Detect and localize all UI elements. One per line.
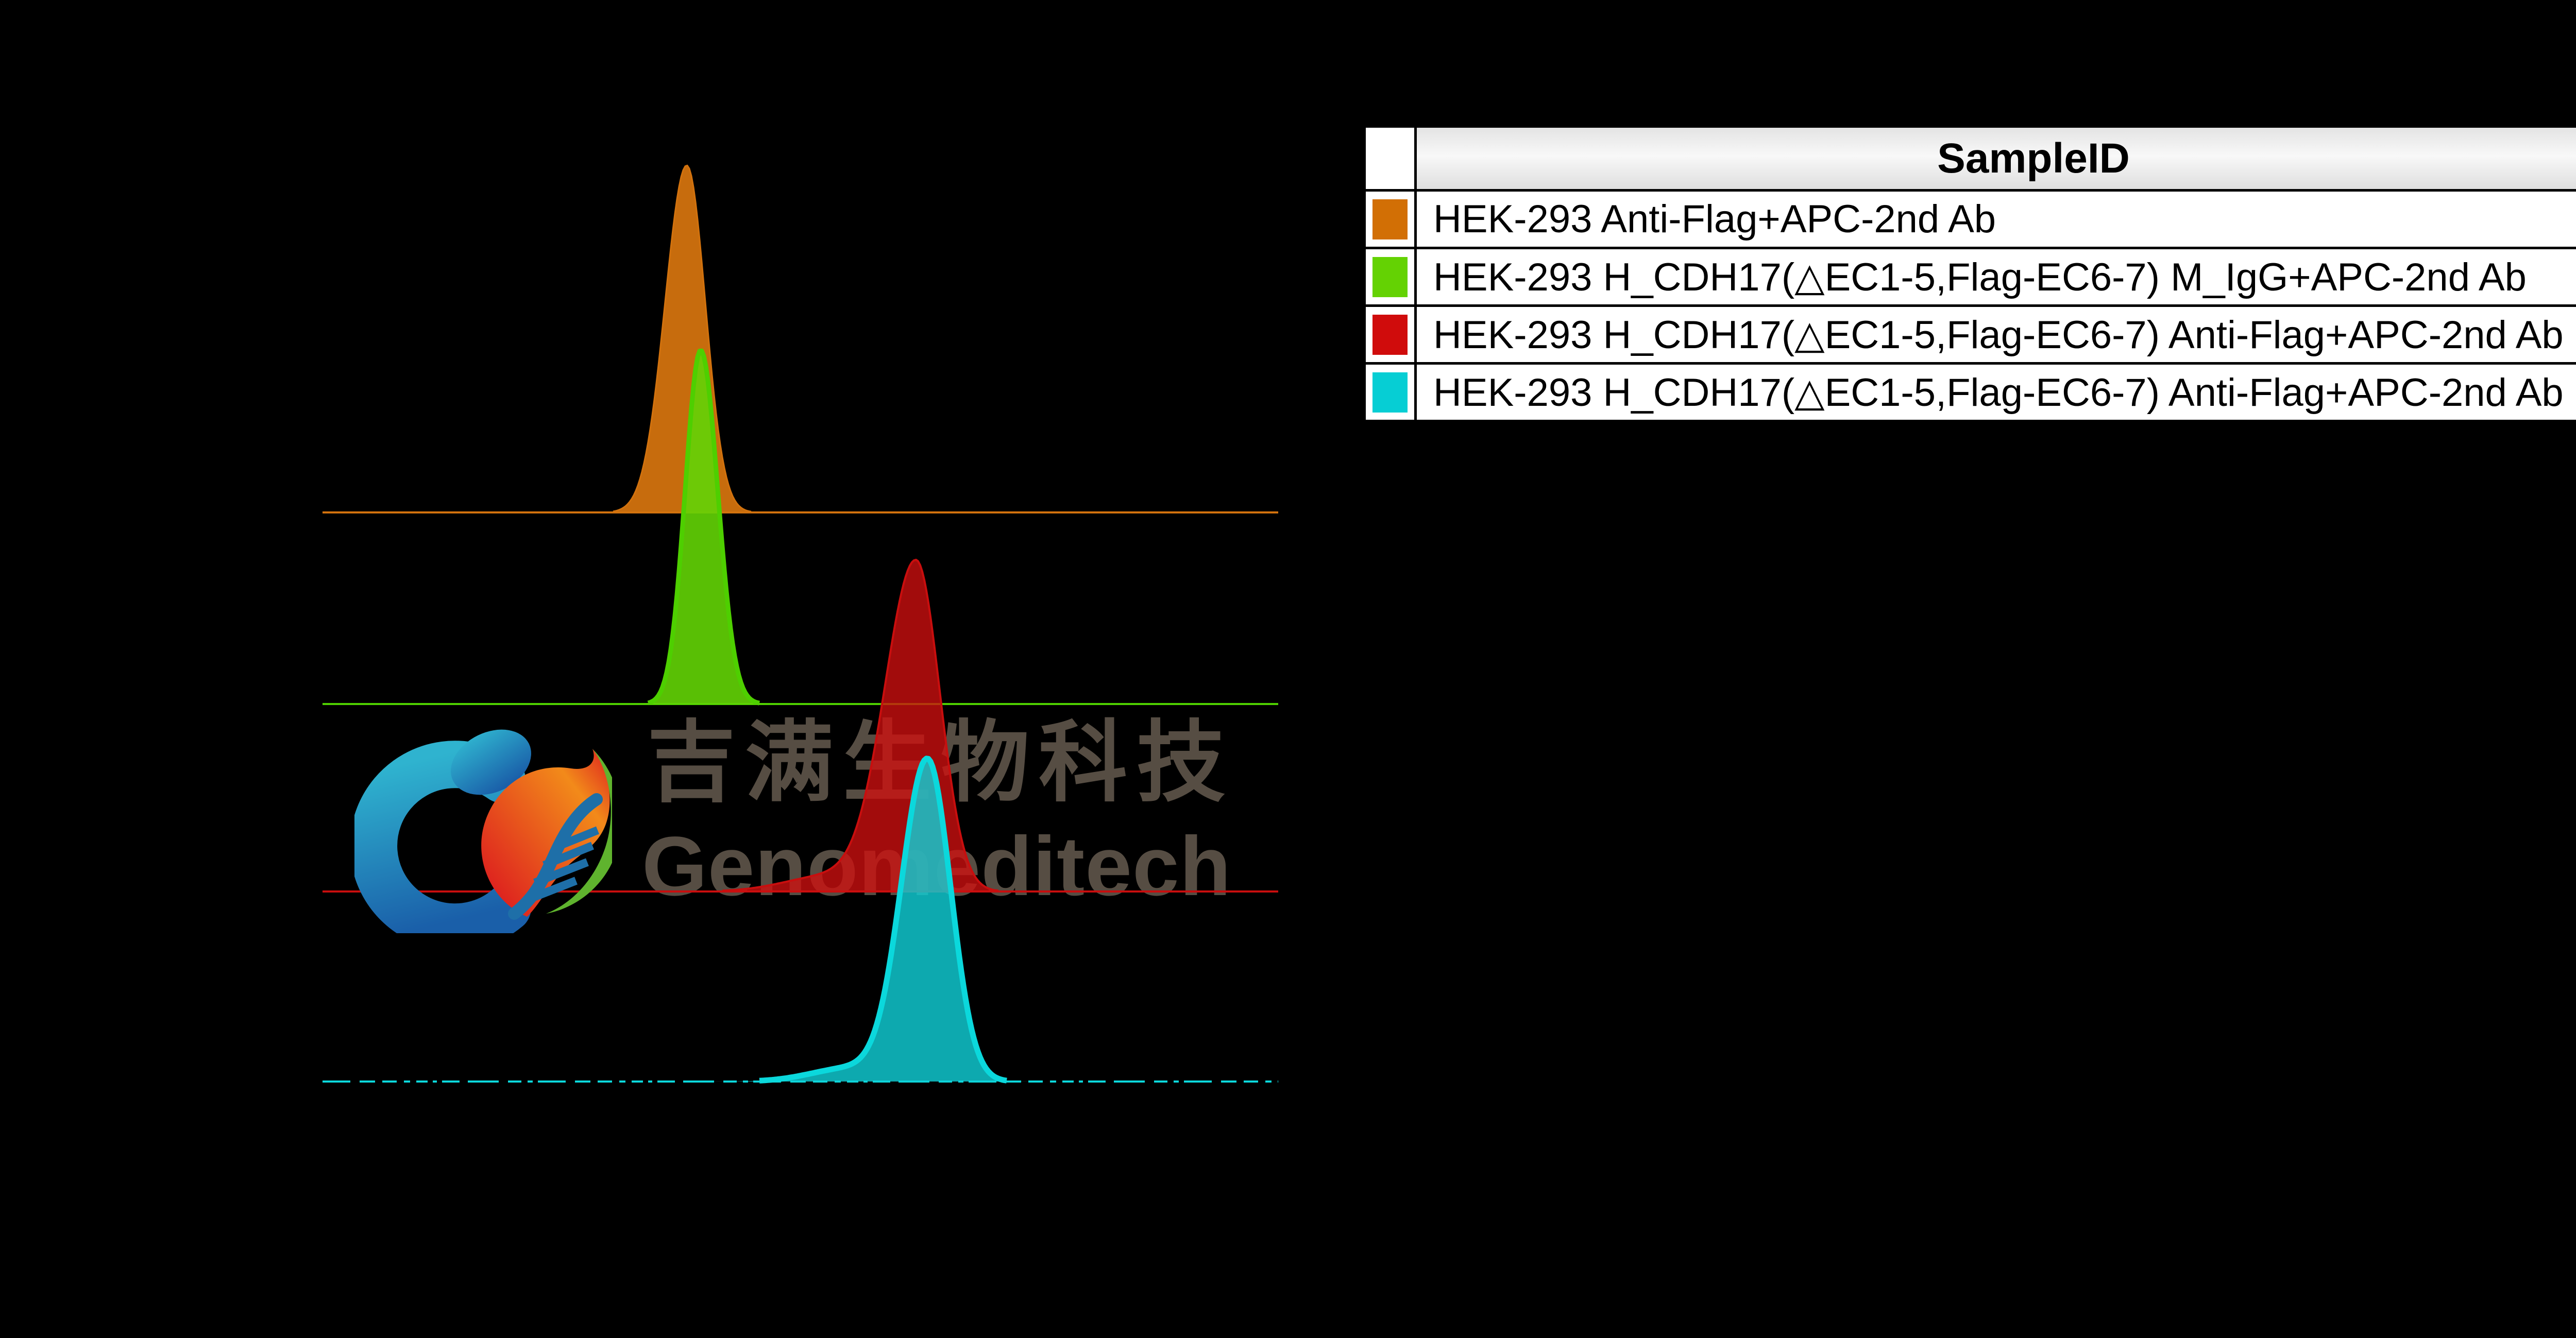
sample-color-cell: [1363, 247, 1417, 307]
legend-header-row: SampleID Geometric Mean : FL11-H: [1363, 125, 2576, 192]
table-row[interactable]: HEK-293 H_CDH17(△EC1-5,Flag-EC6-7) M_IgG…: [1363, 247, 2576, 307]
sample-color-swatch: [1372, 372, 1408, 413]
logo-green-leaf: [546, 749, 612, 914]
sample-id-cell: HEK-293 Anti-Flag+APC-2nd Ab: [1414, 189, 2576, 249]
sample-color-cell: [1363, 362, 1417, 422]
logo-flame: [481, 749, 610, 917]
sample-color-swatch: [1372, 256, 1408, 297]
legend-table: SampleID Geometric Mean : FL11-H HEK-293…: [1363, 125, 2576, 422]
table-row[interactable]: HEK-293 Anti-Flag+APC-2nd Ab 1229: [1363, 189, 2576, 249]
sample-id-cell: HEK-293 H_CDH17(△EC1-5,Flag-EC6-7) M_IgG…: [1414, 247, 2576, 307]
sample-id-cell: HEK-293 H_CDH17(△EC1-5,Flag-EC6-7) Anti-…: [1414, 304, 2576, 365]
sample-color-swatch: [1372, 199, 1408, 239]
genomeditech-logo-icon: [354, 729, 612, 933]
logo-blue-swirl: [354, 741, 531, 933]
sample-id-cell: HEK-293 H_CDH17(△EC1-5,Flag-EC6-7) Anti-…: [1414, 362, 2576, 422]
logo-blue-head: [451, 729, 531, 795]
sample-color-cell: [1363, 304, 1417, 365]
sample-color-swatch: [1372, 314, 1408, 355]
swatch-column-header: [1363, 125, 1417, 192]
sampleid-column-header: SampleID: [1414, 125, 2576, 192]
logo-dna-rungs: [527, 826, 600, 903]
table-row[interactable]: HEK-293 H_CDH17(△EC1-5,Flag-EC6-7) Anti-…: [1363, 362, 2576, 422]
sample-color-cell: [1363, 189, 1417, 249]
table-row[interactable]: HEK-293 H_CDH17(△EC1-5,Flag-EC6-7) Anti-…: [1363, 304, 2576, 365]
